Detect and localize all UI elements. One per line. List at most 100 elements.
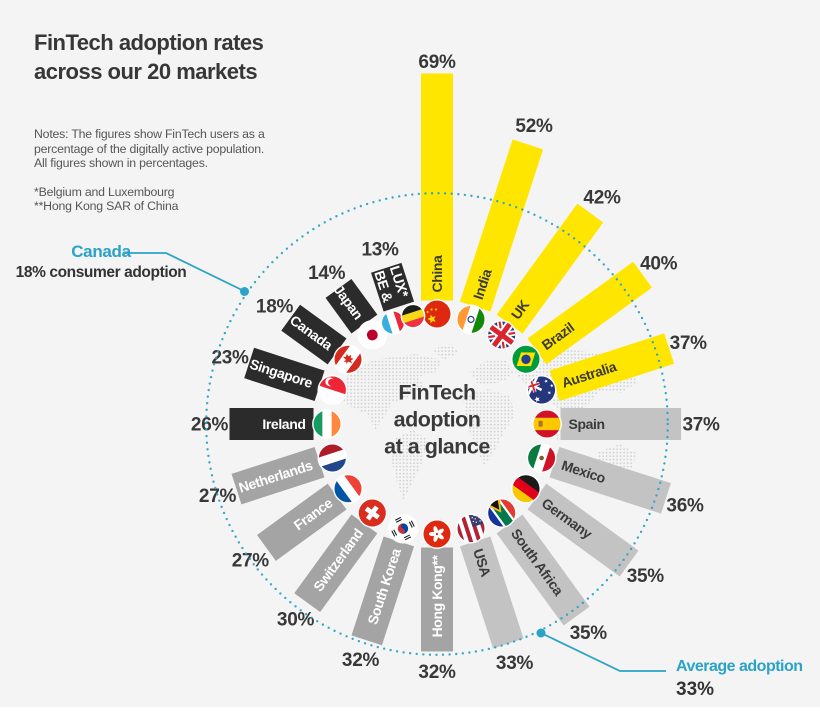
notes-line1: Notes: The figures show FinTech users as… xyxy=(34,127,265,141)
callout-connectors xyxy=(123,252,666,672)
notes-line3: All figures shown in percentages. xyxy=(34,156,208,171)
flag-ireland-icon xyxy=(312,409,342,439)
center-label-line1: FinTech xyxy=(398,380,476,405)
flag-south-korea-icon xyxy=(385,511,421,546)
bar-group-netherlands: Netherlands xyxy=(231,446,325,505)
percent-label-uk: 42% xyxy=(583,188,621,209)
flag-germany-icon xyxy=(507,469,545,508)
flag-uk-icon xyxy=(482,316,521,354)
canada-callout-title: Canada xyxy=(71,242,131,261)
bar-australia xyxy=(549,333,675,402)
average-adoption-callout: Average adoption 33% xyxy=(676,658,803,701)
footnote-hong-kong: **Hong Kong SAR of China xyxy=(34,199,179,214)
bar-be-lux xyxy=(371,262,415,312)
world-map-continent xyxy=(390,430,427,501)
bar-group-china: China xyxy=(421,73,453,301)
bar-group-spain: Spain xyxy=(560,408,682,440)
country-label-spain: Spain xyxy=(569,416,605,432)
bar-south-korea xyxy=(351,536,415,646)
world-map-continent xyxy=(432,344,459,360)
notes-block: Notes: The figures show FinTech users as… xyxy=(34,127,265,214)
bar-switzerland xyxy=(294,514,378,613)
page-title-line1: FinTech adoption rates xyxy=(34,30,264,55)
percent-label-netherlands: 27% xyxy=(199,486,237,507)
footnotes: *Belgium and Luxembourg **Hong Kong SAR … xyxy=(34,185,265,214)
percent-label-be-lux: 13% xyxy=(362,239,400,260)
bar-china xyxy=(421,73,453,301)
canada-callout: Canada 18% consumer adoption xyxy=(6,242,196,282)
flag-china-icon xyxy=(422,299,452,329)
world-map-continent xyxy=(340,354,442,430)
flag-netherlands-icon xyxy=(315,440,350,476)
percent-label-france: 27% xyxy=(232,550,270,571)
value-labels-layer: 69% 52% 42% 40% 37% 37% 36% 35% 35% 33% 32% 32% 30% 2… xyxy=(191,52,720,683)
percent-label-singapore: 23% xyxy=(212,347,250,368)
flag-france-icon xyxy=(329,469,367,508)
percent-label-australia: 37% xyxy=(670,333,708,354)
bar-india xyxy=(459,139,544,312)
average-callout-dot xyxy=(536,628,546,638)
bar-south-africa xyxy=(496,514,590,626)
percent-label-brazil: 40% xyxy=(640,254,678,275)
percent-label-spain: 37% xyxy=(683,415,721,436)
flag-mexico-icon xyxy=(524,440,559,476)
flag-usa-icon xyxy=(453,511,489,546)
percent-label-switzerland: 30% xyxy=(277,609,315,630)
bar-singapore xyxy=(244,347,325,402)
world-map-continent xyxy=(470,359,513,385)
percent-label-germany: 35% xyxy=(627,566,665,587)
flags-layer xyxy=(312,299,562,549)
bar-group-ireland: Ireland xyxy=(229,408,314,440)
percent-label-south-africa: 35% xyxy=(570,623,608,644)
bottom-divider xyxy=(0,707,820,711)
average-adoption-value: 33% xyxy=(676,679,715,700)
country-label-hong-kong: Hong Kong** xyxy=(429,555,445,638)
flag-south-africa-icon xyxy=(482,494,521,532)
flag-switzerland-icon xyxy=(353,494,392,532)
bar-group-singapore: Singapore xyxy=(244,347,325,402)
percent-label-mexico: 36% xyxy=(666,495,704,516)
bar-mexico xyxy=(549,446,671,514)
average-adoption-title: Average adoption xyxy=(676,658,803,675)
percent-label-china: 69% xyxy=(418,52,456,73)
bar-japan xyxy=(325,279,378,334)
flag-canada-icon xyxy=(329,340,367,379)
country-label-china: China xyxy=(429,255,445,293)
bar-group-be-lux: BE &LUX* xyxy=(371,262,415,312)
flag-luxembourg-icon xyxy=(379,308,407,337)
bar-group-uk: UK xyxy=(496,203,604,334)
page-title: FinTech adoption rates across our 20 mar… xyxy=(34,28,264,86)
flag-spain-icon xyxy=(532,409,562,439)
percent-label-usa: 33% xyxy=(496,653,534,674)
bar-spain xyxy=(560,408,682,440)
percent-label-south-korea: 32% xyxy=(342,650,380,671)
page-title-line2: across our 20 markets xyxy=(34,59,258,84)
bar-group-hong-kong: Hong Kong** xyxy=(421,547,453,652)
footnote-belgium-luxembourg: *Belgium and Luxembourg xyxy=(34,184,175,199)
percent-label-hong-kong: 32% xyxy=(418,662,456,683)
flag-belgium-icon xyxy=(399,302,427,330)
world-map-continent xyxy=(463,389,514,466)
flag-brazil-icon xyxy=(507,340,545,379)
chart-center-label: FinTech adoption at a glance xyxy=(384,380,490,461)
bar-group-india: India xyxy=(459,139,544,312)
percent-label-ireland: 26% xyxy=(191,415,229,436)
bars-layer: China IndiaUKBrazilAustraliaSpainMexicoGe… xyxy=(229,73,682,652)
bar-usa xyxy=(459,536,524,649)
bar-ireland xyxy=(229,408,314,440)
flag-singapore-icon xyxy=(315,372,350,408)
flag-india-icon xyxy=(453,302,489,337)
percent-label-japan: 14% xyxy=(308,263,346,284)
percent-label-canada: 18% xyxy=(256,297,294,318)
country-label-ireland: Ireland xyxy=(262,416,305,432)
flag-hong-kong-icon xyxy=(422,519,452,549)
average-adoption-ring xyxy=(204,191,670,657)
bar-uk xyxy=(496,203,604,334)
bar-group-usa: USA xyxy=(459,536,524,649)
canada-callout-line xyxy=(123,252,245,292)
center-label-line2: adoption xyxy=(393,407,481,432)
percent-label-india: 52% xyxy=(515,116,553,137)
bar-canada xyxy=(281,304,347,365)
